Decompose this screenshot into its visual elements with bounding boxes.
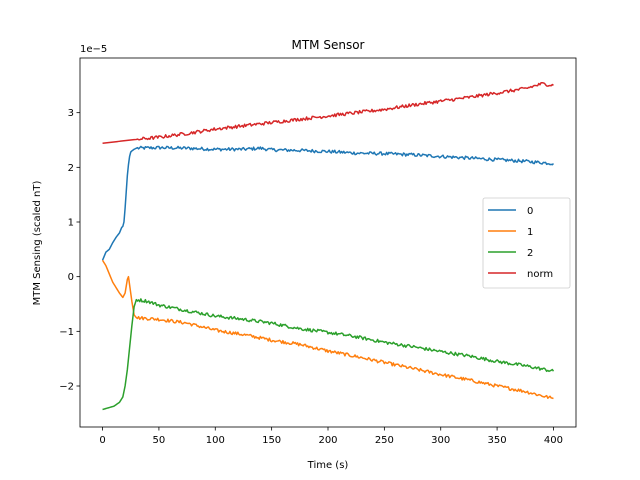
y-tick-label: 3 [68,108,74,119]
x-tick-label: 400 [544,435,563,446]
y-tick-label: −2 [59,382,74,393]
legend-label-1: 1 [527,227,533,238]
x-tick-label: 0 [99,435,105,446]
y-tick-label: −1 [59,327,74,338]
legend-label-2: 2 [527,248,533,259]
x-tick-label: 100 [206,435,225,446]
series-line-2 [102,298,555,411]
x-tick-label: 300 [431,435,450,446]
legend-label-norm: norm [527,269,553,280]
plot-area: 0 50 100 150 200 250 300 350 400 −2 −1 0 1 2 3 0 1 2 norm [59,57,577,446]
y-axis-label: MTM Sensing (scaled nT) [32,181,43,306]
y-scale-offset-label: 1e−5 [80,44,107,55]
series-line-norm [102,81,554,145]
series-line-0 [101,145,554,261]
series-line-1 [101,259,554,400]
x-tick-label: 200 [318,435,337,446]
x-tick-label: 150 [262,435,281,446]
x-tick-label: 250 [375,435,394,446]
y-tick-label: 2 [68,163,74,174]
chart-title: MTM Sensor [292,38,365,52]
legend-box [482,197,571,289]
x-axis-label: Time (s) [307,460,349,471]
y-tick-label: 1 [68,218,74,229]
legend-label-0: 0 [527,206,533,217]
x-tick-label: 350 [488,435,507,446]
y-tick-label: 0 [68,272,74,283]
legend: 0 1 2 norm [482,197,571,289]
x-tick-label: 50 [153,435,166,446]
